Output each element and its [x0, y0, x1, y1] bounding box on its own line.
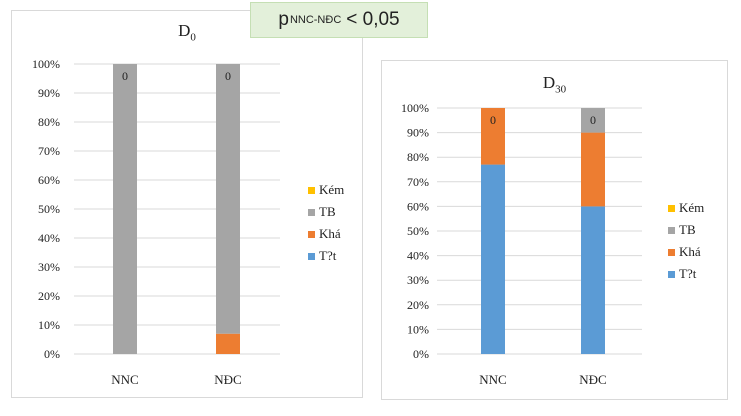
bar-segment [581, 132, 605, 207]
legend-swatch [308, 230, 315, 238]
bar-segment [581, 108, 605, 133]
y-tick-label: 40% [407, 249, 429, 263]
x-category-label: NNC [111, 372, 138, 387]
legend-label: TB [679, 222, 696, 237]
data-label: 0 [490, 113, 496, 127]
legend-label: Khá [679, 244, 701, 259]
legend-swatch [668, 226, 675, 234]
y-tick-label: 60% [407, 199, 429, 213]
chart-title: D30 [542, 73, 567, 96]
bar-segment [481, 108, 505, 165]
chart-d30-plot: 0% 10% 20% 30% 40% 50% 60% 70% 80% 90% 100% NNC 0 NĐC… [401, 101, 642, 387]
y-tick-label: 40% [38, 231, 60, 245]
bar-segment [216, 333, 240, 354]
bar-segment [581, 206, 605, 354]
legend-item: T?t [668, 263, 704, 285]
legend-label: Khá [319, 226, 341, 241]
y-tick-label: 0% [413, 347, 429, 361]
legend-item: TB [668, 219, 704, 241]
chart-title: D0 [178, 21, 196, 44]
y-tick-label: 90% [38, 86, 60, 100]
y-tick-label: 70% [38, 144, 60, 158]
legend-label: Kém [679, 200, 705, 215]
y-tick-label: 20% [38, 289, 60, 303]
y-tick-label: 0% [44, 347, 60, 361]
y-tick-label: 100% [401, 101, 429, 115]
y-tick-label: 90% [407, 126, 429, 140]
legend-label: T?t [679, 266, 697, 281]
data-label: 0 [590, 113, 596, 127]
legend-swatch [668, 204, 675, 212]
legend-item: Khá [668, 241, 704, 263]
bar-segment [481, 164, 505, 354]
bar-segment [216, 64, 240, 334]
y-tick-label: 30% [38, 260, 60, 274]
y-tick-label: 50% [38, 202, 60, 216]
x-category-label: NNC [479, 372, 506, 387]
y-tick-label: 80% [407, 150, 429, 164]
y-tick-label: 10% [407, 322, 429, 336]
legend-swatch [308, 252, 315, 260]
data-label: 0 [225, 69, 231, 83]
p-value-annotation: p NNC-NĐC < 0,05 [250, 2, 428, 38]
legend-label: Kém [319, 182, 345, 197]
y-tick-label: 30% [407, 273, 429, 287]
x-category-label: NĐC [214, 372, 241, 387]
legend-item: T?t [308, 245, 344, 267]
legend-item: TB [308, 201, 344, 223]
bar-segment [113, 64, 137, 354]
chart-d0-panel: D0 0% 10% 20% 30% 40% 50% 60% 70% 80% 90% 100% NNC 0… [11, 10, 363, 398]
legend-item: Khá [308, 223, 344, 245]
y-tick-label: 80% [38, 115, 60, 129]
legend-item: Kém [668, 197, 704, 219]
legend-swatch [668, 270, 675, 278]
y-tick-label: 50% [407, 224, 429, 238]
chart-legend: Kém TB Khá T?t [668, 197, 704, 285]
chart-d0-plot: 0% 10% 20% 30% 40% 50% 60% 70% 80% 90% 100% NNC 0 NĐC… [32, 57, 280, 387]
legend-swatch [308, 208, 315, 216]
chart-d30-panel: D30 0% 10% 20% 30% 40% 50% 60% 70% 80% 90% 100% NNC… [381, 60, 728, 400]
y-tick-label: 70% [407, 175, 429, 189]
y-tick-label: 100% [32, 57, 60, 71]
legend-label: TB [319, 204, 336, 219]
y-tick-label: 10% [38, 318, 60, 332]
legend-label: T?t [319, 248, 337, 263]
x-category-label: NĐC [579, 372, 606, 387]
data-label: 0 [122, 69, 128, 83]
legend-item: Kém [308, 179, 344, 201]
y-tick-label: 60% [38, 173, 60, 187]
chart-legend: Kém TB Khá T?t [308, 179, 344, 267]
legend-swatch [308, 186, 315, 194]
legend-swatch [668, 248, 675, 256]
y-tick-label: 20% [407, 298, 429, 312]
